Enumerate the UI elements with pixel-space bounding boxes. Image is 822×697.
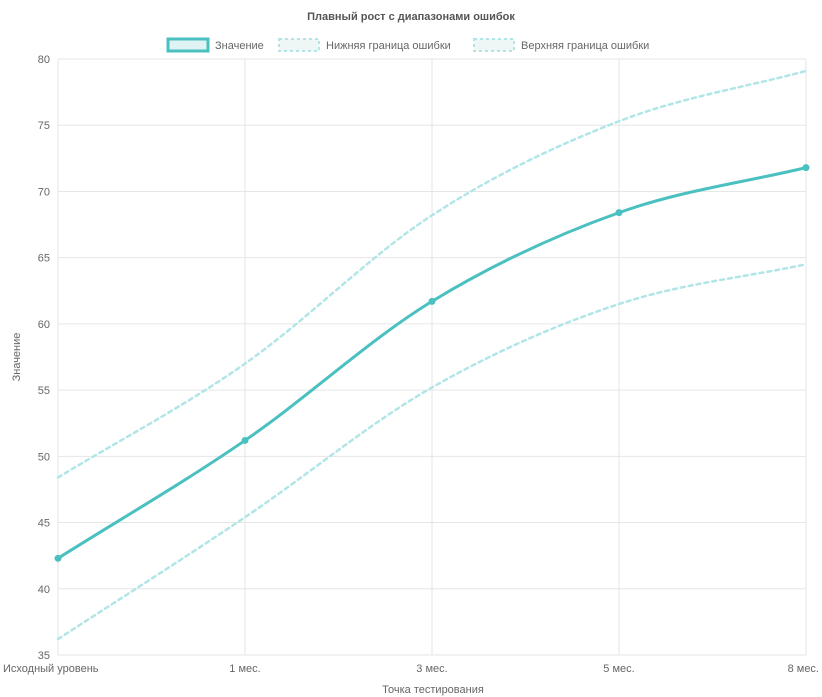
y-tick-label: 70 [38, 186, 50, 198]
y-tick-label: 60 [38, 319, 50, 331]
data-point[interactable] [241, 436, 249, 444]
legend-label: Значение [215, 40, 264, 52]
data-point[interactable] [615, 209, 623, 217]
y-tick-label: 40 [38, 584, 50, 596]
y-tick-label: 80 [38, 54, 50, 66]
legend-label: Нижняя граница ошибки [326, 40, 451, 52]
legend-item-1[interactable]: Нижняя граница ошибки [278, 38, 451, 52]
legend-swatch [473, 38, 515, 52]
series-line-1 [56, 263, 808, 641]
chart-title: Плавный рост с диапазонами ошибок [307, 11, 515, 23]
legend-label: Верхняя граница ошибки [521, 40, 649, 52]
grid [57, 58, 807, 656]
legend: Значение Нижняя граница ошибки Верхняя гра… [166, 37, 649, 53]
series-layer [54, 69, 810, 641]
y-axis-ticks: 35 40 45 50 55 60 65 70 75 80 [38, 54, 50, 662]
y-axis-title: Значение [11, 333, 23, 382]
y-tick-label: 55 [38, 385, 50, 397]
legend-item-2[interactable]: Верхняя граница ошибки [473, 38, 649, 52]
x-axis-title: Точка тестирования [382, 684, 484, 696]
x-tick-label: 5 мес. [603, 663, 634, 675]
x-tick-label: 8 мес. [788, 663, 819, 675]
x-tick-label: Исходный уровень [3, 663, 99, 675]
data-point[interactable] [428, 297, 436, 305]
y-tick-label: 75 [38, 120, 50, 132]
y-tick-label: 35 [38, 650, 50, 662]
x-tick-label: 3 мес. [416, 663, 447, 675]
y-tick-label: 65 [38, 253, 50, 265]
data-point[interactable] [802, 164, 810, 172]
x-tick-label: 1 мес. [229, 663, 260, 675]
y-tick-label: 45 [38, 518, 50, 530]
data-point[interactable] [54, 554, 62, 562]
legend-swatch [166, 37, 210, 53]
legend-item-0[interactable]: Значение [166, 37, 264, 53]
legend-swatch [278, 38, 320, 52]
y-tick-label: 50 [38, 451, 50, 463]
x-axis-ticks: Исходный уровень 1 мес. 3 мес. 5 мес. 8 мес. [3, 663, 819, 675]
series-line-2 [56, 69, 808, 479]
